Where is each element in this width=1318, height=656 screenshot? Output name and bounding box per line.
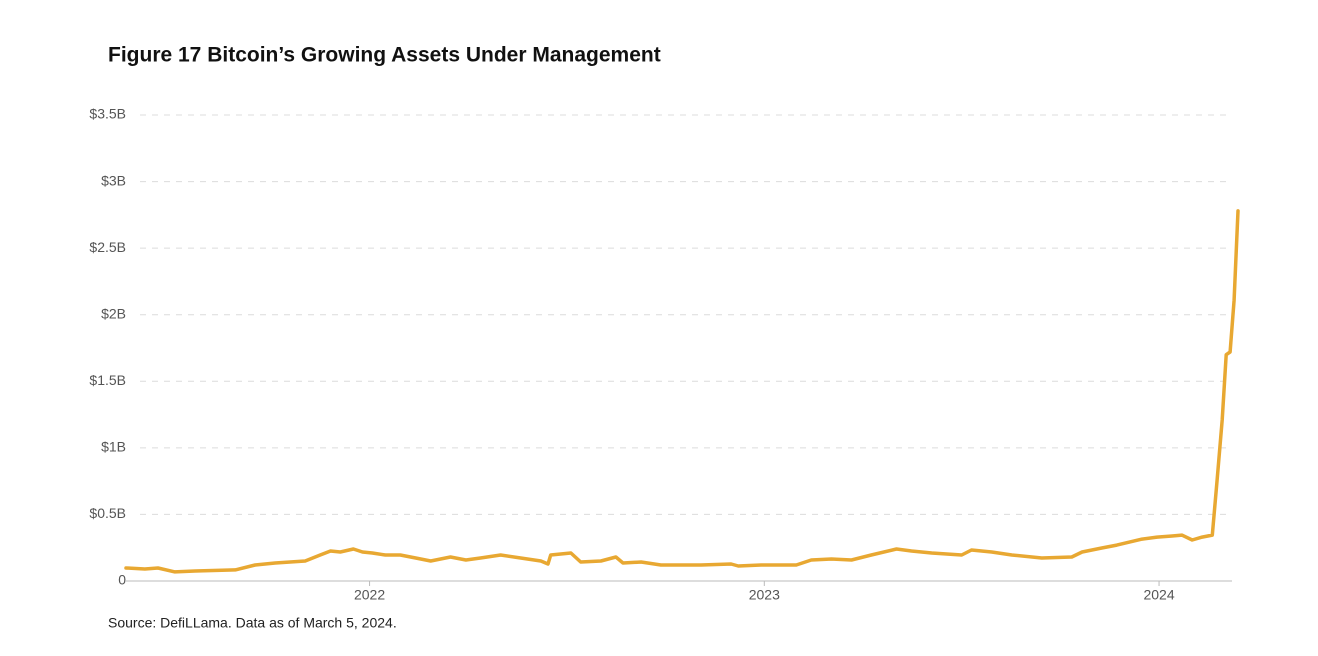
y-tick-label: $0.5B	[89, 505, 126, 521]
source-note: Source: DefiLLama. Data as of March 5, 2…	[108, 615, 397, 631]
data-line	[124, 209, 1240, 574]
y-tick-label: $2.5B	[89, 239, 126, 255]
x-tick-label: 2024	[1143, 587, 1174, 603]
y-tick-label: $3.5B	[89, 106, 126, 122]
chart-title: Figure 17 Bitcoin’s Growing Assets Under…	[108, 44, 661, 67]
y-tick-label: 0	[118, 572, 126, 588]
x-tick-label: 2022	[354, 587, 385, 603]
x-tick-label: 2023	[749, 587, 780, 603]
y-tick-label: $1B	[101, 439, 126, 455]
y-tick-label: $2B	[101, 305, 126, 321]
y-tick-label: $1.5B	[89, 372, 126, 388]
y-tick-label: $3B	[101, 172, 126, 188]
